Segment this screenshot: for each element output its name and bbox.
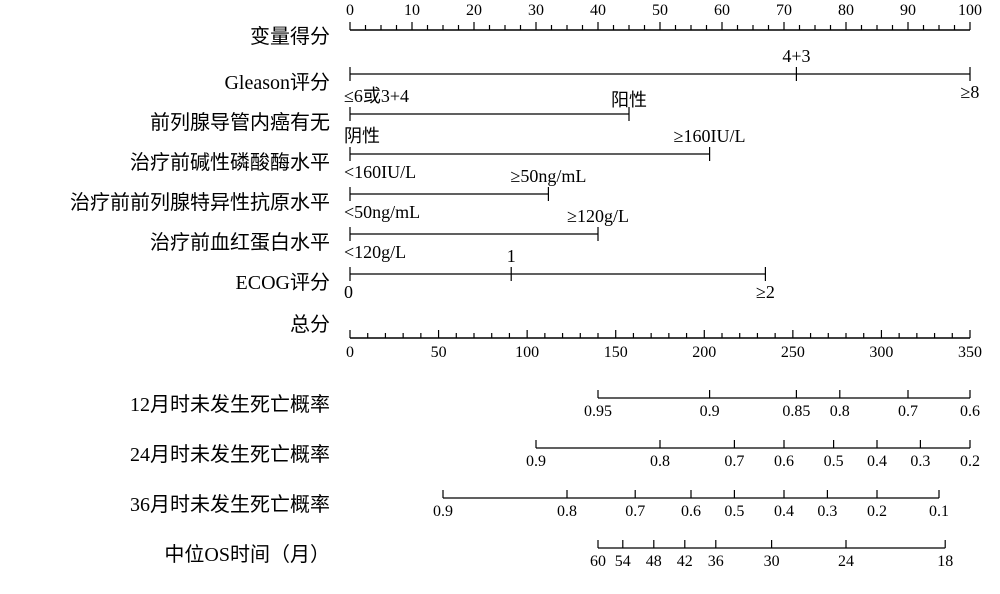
axis-surv36 (0, 483, 1000, 513)
axis-hb (0, 219, 1000, 249)
axis-total (0, 323, 1000, 353)
axis-psa (0, 179, 1000, 209)
nomogram-chart: 变量得分0102030405060708090100Gleason评分≤6或3+… (0, 0, 1000, 594)
axis-alp (0, 139, 1000, 169)
axis-surv24 (0, 433, 1000, 463)
axis-ecog (0, 259, 1000, 289)
axis-median_os (0, 533, 1000, 563)
axis-idc (0, 99, 1000, 129)
axis-points (0, 15, 1000, 45)
axis-surv12 (0, 383, 1000, 413)
axis-gleason (0, 59, 1000, 89)
